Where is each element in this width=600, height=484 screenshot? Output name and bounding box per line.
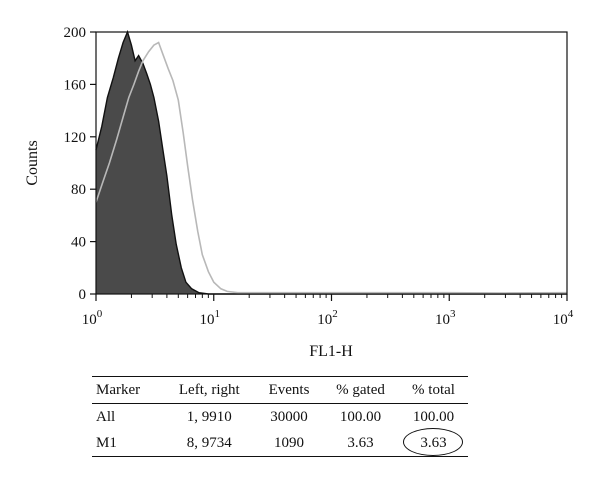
series-gray-line [95,41,568,294]
histogram-chart: 0 40 80 120 160 200 100 101 102 103 104 FL1-H Coun… [24,25,574,360]
y-tick-label: 0 [79,287,87,303]
tick-layer: 0 40 80 120 160 200 100 101 102 103 104 [64,25,574,328]
highlight-oval [402,428,463,456]
header-events: Events [255,376,323,404]
x-tick-label: 103 [435,308,456,328]
x-axis-title: FL1-H [309,343,353,360]
y-tick-label: 80 [71,182,86,198]
y-axis-title: Counts [24,140,41,185]
y-tick-label: 200 [64,25,87,41]
header-left-right: Left, right [162,376,256,404]
header-marker: Marker [92,376,163,404]
cell-percent-total: 100.00 [412,408,455,425]
y-tick-label: 160 [64,77,87,93]
cell-events: 1090 [255,430,323,457]
table-row: All 1, 9910 30000 100.00 100.00 [92,404,468,431]
y-tick-label: 40 [71,235,86,251]
x-tick-label: 100 [82,308,103,328]
cell-percent-gated: 3.63 [322,430,399,457]
cell-percent-total: 3.63 [398,428,468,457]
cell-percent-gated: 100.00 [339,408,382,425]
series-layer [95,29,568,295]
x-tick-label: 102 [317,308,338,328]
cell-left-right: 8, 9734 [162,430,256,457]
y-tick-label: 120 [64,130,87,146]
table-row: M1 8, 9734 1090 3.63 3.63 [92,428,468,457]
series-filled-area [96,32,567,294]
x-tick-label: 101 [200,308,221,328]
x-tick-label: 104 [553,308,574,328]
header-percent-gated: % gated [322,376,399,404]
header-percent-total: % total [398,376,468,404]
table-header-row: Marker Left, right Events % gated % tota… [92,376,468,404]
cell-events: 30000 [270,408,308,425]
cell-marker: All [96,408,116,425]
marker-stats-table: Marker Left, right Events % gated % tota… [92,376,468,457]
cell-marker: M1 [92,430,163,457]
series-filled-outline [95,29,567,295]
cell-left-right: 1, 9910 [186,408,232,425]
